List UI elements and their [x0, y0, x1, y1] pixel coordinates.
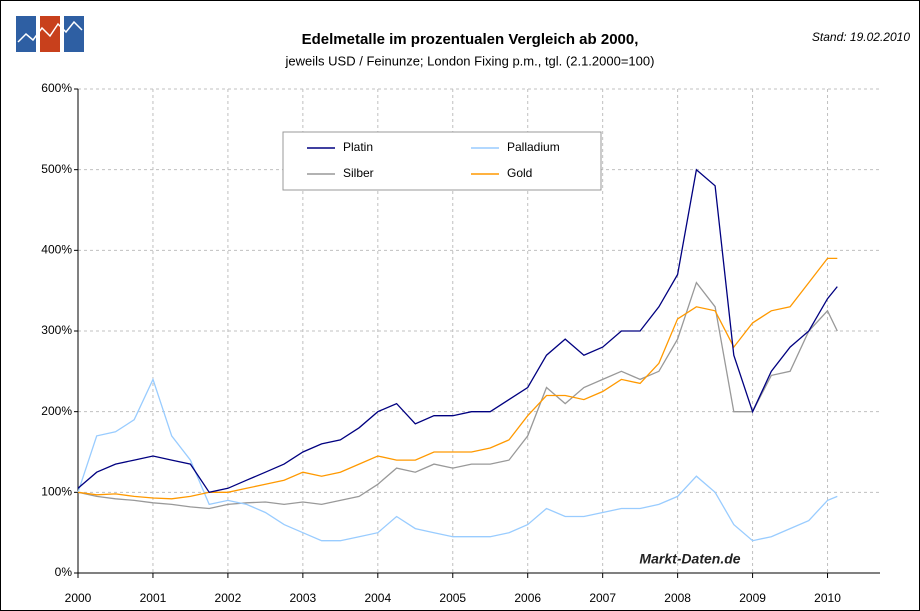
x-tick-label: 2004	[364, 591, 391, 605]
y-tick-label: 200%	[41, 404, 72, 418]
y-tick-label: 400%	[41, 243, 72, 257]
y-tick-label: 600%	[41, 81, 72, 95]
legend-label: Palladium	[507, 140, 560, 154]
y-tick-label: 500%	[41, 162, 72, 176]
series-line	[77, 377, 838, 542]
x-tick-label: 2003	[290, 591, 317, 605]
chart-subtitle: jeweils USD / Feinunze; London Fixing p.…	[285, 53, 655, 68]
x-tick-label: 2002	[215, 591, 242, 605]
x-tick-label: 2009	[739, 591, 766, 605]
x-tick-label: 2010	[814, 591, 841, 605]
series-line	[77, 168, 838, 494]
x-tick-label: 2007	[589, 591, 616, 605]
x-tick-label: 2005	[439, 591, 466, 605]
legend-label: Silber	[343, 166, 374, 180]
legend-label: Gold	[507, 166, 532, 180]
watermark: Markt-Daten.de	[639, 551, 740, 567]
chart-title: Edelmetalle im prozentualen Vergleich ab…	[302, 31, 639, 48]
y-tick-label: 0%	[55, 565, 73, 579]
x-tick-label: 2000	[65, 591, 92, 605]
legend-label: Platin	[343, 140, 373, 154]
legend-box	[282, 131, 602, 191]
logo	[16, 16, 84, 52]
x-tick-label: 2001	[140, 591, 167, 605]
series-line	[77, 281, 838, 510]
x-tick-label: 2008	[664, 591, 691, 605]
y-tick-label: 100%	[41, 485, 72, 499]
y-tick-label: 300%	[41, 323, 72, 337]
series-line	[77, 257, 838, 500]
x-tick-label: 2006	[514, 591, 541, 605]
date-note: Stand: 19.02.2010	[812, 30, 910, 44]
